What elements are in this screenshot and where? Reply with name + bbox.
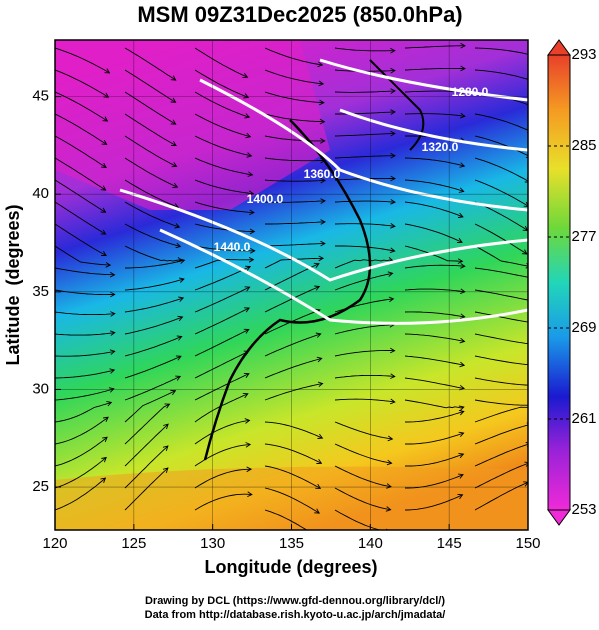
streamline-arrow (594, 92, 599, 96)
colorbar-tick-label: 269 (571, 319, 596, 336)
y-tick-label: 40 (32, 185, 49, 202)
streamline-arrow (591, 163, 596, 167)
x-tick-label: 130 (200, 535, 225, 552)
x-tick-label: 140 (358, 535, 383, 552)
colorbar-tick-label: 253 (571, 501, 596, 518)
x-tick-label: 145 (437, 535, 462, 552)
x-axis-label: Longitude (degrees) (204, 557, 377, 577)
contour-label: 1440.0 (214, 240, 251, 254)
colorbar-extend-top (548, 40, 570, 55)
y-tick-label: 45 (32, 88, 49, 105)
footer-line: Drawing by DCL (https://www.gfd-dennou.o… (145, 595, 445, 607)
contour-label: 1360.0 (304, 167, 341, 181)
streamline-arrow (591, 208, 596, 212)
streamline-arrow (530, 363, 535, 368)
streamline-arrow (595, 68, 599, 72)
contour-label: 1280.0 (452, 85, 489, 99)
x-tick-label: 125 (121, 535, 146, 552)
title: MSM 09Z31Dec2025 (850.0hPa) (137, 2, 462, 27)
streamline-arrow (529, 320, 534, 325)
contour-label: 1320.0 (422, 140, 459, 154)
streamline-arrow (591, 186, 596, 190)
colorbar-extend-bottom (548, 510, 570, 525)
x-tick-label: 120 (42, 535, 67, 552)
y-tick-label: 30 (32, 380, 49, 397)
streamline-arrow (529, 78, 534, 83)
streamline-arrow (528, 405, 532, 410)
y-tick-label: 25 (32, 478, 49, 495)
streamline-arrow (529, 298, 534, 303)
streamline-arrow (530, 53, 535, 58)
streamline-arrow (591, 252, 596, 256)
x-tick-label: 135 (279, 535, 304, 552)
colorbar-tick-label: 277 (571, 228, 596, 245)
map-field (55, 40, 599, 537)
colorbar-tick-label: 285 (571, 137, 596, 154)
colorbar-tick-label: 293 (571, 46, 596, 63)
colorbar (548, 55, 570, 510)
streamline-arrow (530, 403, 534, 408)
streamline-arrow (313, 533, 318, 537)
streamline-arrow (529, 342, 534, 347)
streamline-arrow (530, 383, 535, 388)
streamline-arrow (529, 275, 534, 280)
y-tick-label: 35 (32, 283, 49, 300)
colorbar-tick-label: 261 (571, 410, 596, 427)
footer-line: Data from http://database.rish.kyoto-u.a… (145, 609, 446, 621)
y-axis-label: Latitude (degrees) (3, 204, 23, 365)
streamline-arrow (593, 116, 598, 120)
x-tick-label: 150 (515, 535, 540, 552)
